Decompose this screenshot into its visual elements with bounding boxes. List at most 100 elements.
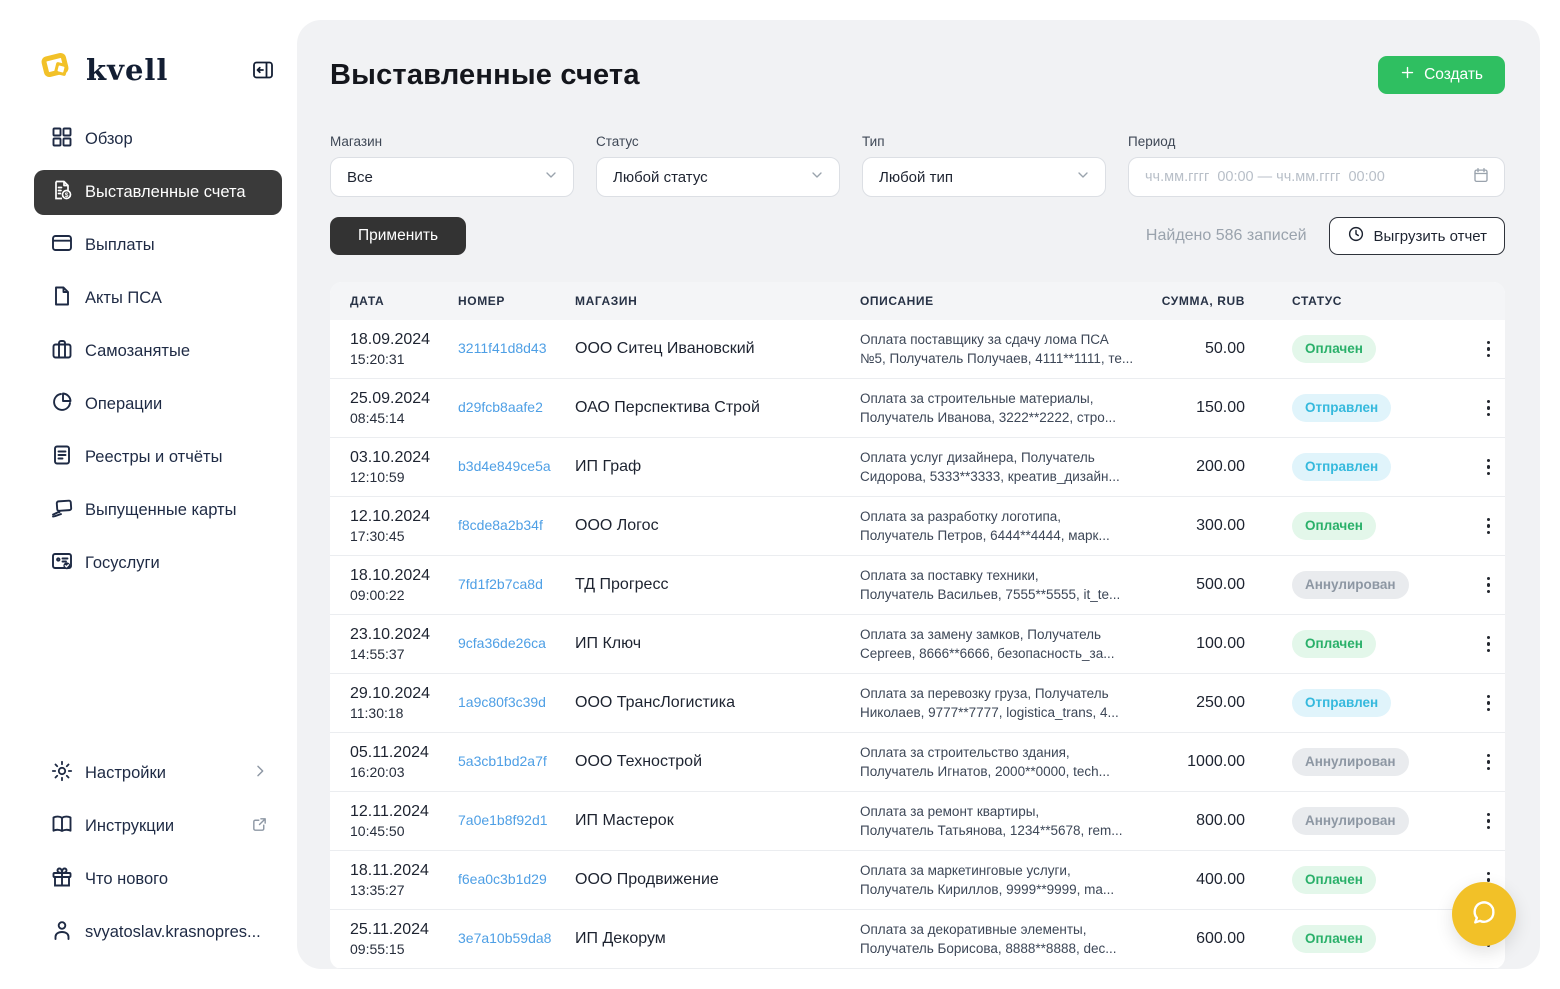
sidebar-item-invoices[interactable]: $ Выставленные счета [34, 170, 282, 215]
cell-status: Отправлен [1292, 394, 1472, 422]
create-button[interactable]: Создать [1378, 56, 1505, 94]
type-select[interactable]: Любой тип [862, 157, 1106, 197]
table-row: 18.10.2024 09:00:22 7fd1f2b7ca8d ТД Прог… [330, 556, 1505, 615]
row-actions-kebab-icon[interactable] [1481, 807, 1497, 836]
cell-date: 12.10.2024 17:30:45 [350, 507, 458, 546]
invoice-number-link[interactable]: 7a0e1b8f92d1 [458, 812, 548, 828]
invoices-table: ДАТА НОМЕР МАГАЗИН ОПИСАНИЕ СУММА, RUB С… [330, 282, 1505, 969]
sidebar-item-issued-cards[interactable]: Выпущенные карты [34, 488, 282, 533]
cell-status: Оплачен [1292, 630, 1472, 658]
invoice-time: 11:30:18 [350, 704, 404, 721]
invoice-date: 05.11.2024 [350, 743, 429, 761]
main-panel: Выставленные счета Создать Магазин Все [297, 20, 1540, 969]
invoice-number-link[interactable]: 3211f41d8d43 [458, 340, 547, 356]
sidebar-item-label: Что нового [85, 870, 169, 888]
cell-amount: 600.00 [1196, 930, 1245, 947]
cell-description: Оплата за поставку техники, Получатель В… [860, 566, 1160, 604]
invoice-time: 09:55:15 [350, 940, 405, 957]
sidebar-item-label: Выпущенные карты [85, 501, 237, 519]
cell-description: Оплата за строительство здания, Получате… [860, 743, 1160, 781]
invoice-number-link[interactable]: 9cfa36de26ca [458, 635, 546, 651]
sidebar-item-registries[interactable]: Реестры и отчёты [34, 435, 282, 480]
row-actions-kebab-icon[interactable] [1481, 335, 1497, 364]
sidebar-item-gov-services[interactable]: Госуслуги [34, 541, 282, 586]
apply-button[interactable]: Применить [330, 217, 467, 255]
cell-amount: 150.00 [1196, 399, 1245, 416]
cell-shop: ООО ТрансЛогистика [575, 694, 735, 711]
sidebar-item-account[interactable]: svyatoslav.krasnopres... [34, 910, 282, 955]
invoice-number-link[interactable]: 5a3cb1bd2a7f [458, 753, 547, 769]
cell-description: Оплата за декоративные элементы, Получат… [860, 920, 1160, 958]
cell-date: 18.09.2024 15:20:31 [350, 330, 458, 369]
table-row: 25.09.2024 08:45:14 d29fcb8aafe2 ОАО Пер… [330, 379, 1505, 438]
id-check-icon [50, 549, 74, 578]
row-actions-kebab-icon[interactable] [1481, 453, 1497, 482]
description-line-2: №5, Получатель Получаев, 4111**1111, те.… [860, 351, 1134, 366]
sidebar-item-label: Операции [85, 395, 163, 413]
sidebar-item-settings[interactable]: Настройки [34, 751, 282, 796]
cell-status: Оплачен [1292, 335, 1472, 363]
invoice-number-link[interactable]: f8cde8a2b34f [458, 517, 543, 533]
description-line-1: Оплата за строительные материалы, [860, 391, 1094, 406]
status-badge: Оплачен [1292, 925, 1376, 953]
invoice-date: 25.11.2024 [350, 920, 429, 938]
actions-row: Применить Найдено 586 записей Выгрузить … [330, 217, 1505, 255]
row-actions-kebab-icon[interactable] [1481, 689, 1497, 718]
description-line-2: Получатель Иванова, 3222**2222, стро... [860, 410, 1117, 425]
chat-fab-button[interactable] [1452, 882, 1516, 946]
invoice-number-link[interactable]: 7fd1f2b7ca8d [458, 576, 543, 592]
row-actions-kebab-icon[interactable] [1481, 512, 1497, 541]
table-row: 29.10.2024 11:30:18 1a9c80f3c39d ООО Тра… [330, 674, 1505, 733]
shop-select[interactable]: Все [330, 157, 574, 197]
row-actions-kebab-icon[interactable] [1481, 394, 1497, 423]
cell-status: Аннулирован [1292, 807, 1472, 835]
invoice-number-link[interactable]: d29fcb8aafe2 [458, 399, 543, 415]
gift-icon [50, 865, 74, 894]
filter-status: Статус Любой статус [596, 134, 840, 197]
table-row: 12.11.2024 10:45:50 7a0e1b8f92d1 ИП Маст… [330, 792, 1505, 851]
logo-text: kvell [86, 52, 169, 87]
cell-number: 3e7a10b59da8 [458, 930, 575, 948]
cell-shop: ООО Технострой [575, 753, 702, 770]
export-report-button[interactable]: Выгрузить отчет [1328, 217, 1505, 255]
invoice-number-link[interactable]: f6ea0c3b1d29 [458, 871, 547, 887]
calendar-icon[interactable] [1472, 166, 1490, 188]
cell-shop: ООО Продвижение [575, 871, 719, 888]
description-line-1: Оплата за замену замков, Получатель [860, 627, 1102, 642]
row-actions-kebab-icon[interactable] [1481, 630, 1497, 659]
invoice-number-link[interactable]: b3d4e849ce5a [458, 458, 551, 474]
period-input[interactable] [1145, 169, 1472, 185]
sidebar-item-overview[interactable]: Обзор [34, 117, 282, 162]
type-select-value: Любой тип [879, 168, 953, 186]
status-select[interactable]: Любой статус [596, 157, 840, 197]
status-badge: Отправлен [1292, 689, 1392, 717]
description-line-1: Оплата за поставку техники, [860, 568, 1039, 583]
sidebar-item-label: Инструкции [85, 817, 175, 835]
file-icon [50, 284, 74, 313]
invoice-number-link[interactable]: 1a9c80f3c39d [458, 694, 546, 710]
chevron-down-icon [809, 167, 825, 187]
sidebar-item-label: Госуслуги [85, 554, 160, 572]
plus-icon [1400, 65, 1415, 85]
sidebar-collapse-icon[interactable] [251, 58, 275, 82]
sidebar-item-self-employed[interactable]: Самозанятые [34, 329, 282, 374]
sidebar-item-whats-new[interactable]: Что нового [34, 857, 282, 902]
sidebar-item-payouts[interactable]: Выплаты [34, 223, 282, 268]
cell-date: 05.11.2024 16:20:03 [350, 743, 458, 782]
sidebar-item-psa-acts[interactable]: Акты ПСА [34, 276, 282, 321]
clock-icon [1347, 225, 1365, 247]
status-badge: Аннулирован [1292, 807, 1409, 835]
description-line-1: Оплата за разработку логотипа, [860, 509, 1062, 524]
sidebar-item-instructions[interactable]: Инструкции [34, 804, 282, 849]
table-body: 18.09.2024 15:20:31 3211f41d8d43 ООО Сит… [330, 320, 1505, 969]
sidebar-item-operations[interactable]: Операции [34, 382, 282, 427]
description-line-1: Оплата за строительство здания, [860, 745, 1070, 760]
table-row: 03.10.2024 12:10:59 b3d4e849ce5a ИП Граф… [330, 438, 1505, 497]
row-actions-kebab-icon[interactable] [1481, 748, 1497, 777]
row-actions-kebab-icon[interactable] [1481, 571, 1497, 600]
svg-text:$: $ [65, 192, 69, 199]
invoice-number-link[interactable]: 3e7a10b59da8 [458, 930, 552, 946]
description-line-1: Оплата за декоративные элементы, [860, 922, 1087, 937]
book-icon [50, 812, 74, 841]
cell-description: Оплата за маркетинговые услуги, Получате… [860, 861, 1160, 899]
